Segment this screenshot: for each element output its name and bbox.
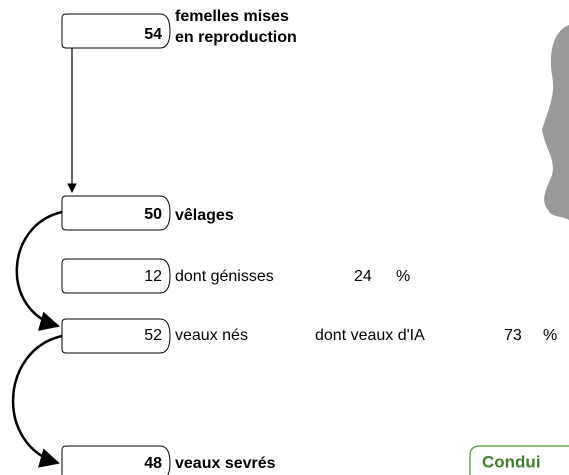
value: 52 [144,327,162,344]
box [61,445,171,475]
arrow [15,210,63,331]
label: femelles mises [175,8,289,25]
value: 48 [144,455,162,472]
unit: % [543,327,557,344]
label: veaux sevrés [175,455,276,472]
value: 54 [144,26,162,43]
footer-title: Condui [482,452,541,471]
percent: 73 [504,327,522,344]
unit: % [396,268,410,285]
box [61,318,171,354]
box [61,258,171,294]
value: 12 [144,268,162,285]
arrow [11,334,63,468]
label: dont génisses [175,268,274,285]
sublabel: dont veaux d'IA [315,327,425,344]
label: vêlages [175,207,234,224]
box [61,195,171,231]
box [61,13,171,49]
silhouette [542,25,569,220]
value: 50 [144,206,162,223]
percent: 24 [354,268,372,285]
footer-panel [469,445,569,475]
label: veaux nés [175,327,248,344]
label: en reproduction [175,29,297,46]
